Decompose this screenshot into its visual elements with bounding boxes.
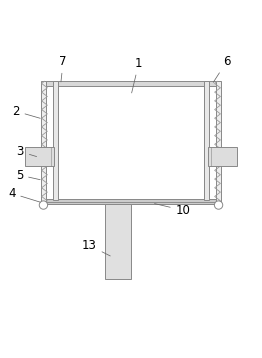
- Text: 5: 5: [16, 169, 40, 182]
- Bar: [204, 81, 209, 200]
- Bar: [25, 147, 54, 166]
- Bar: [58, 85, 204, 200]
- Text: 13: 13: [82, 239, 110, 256]
- Text: 2: 2: [12, 105, 40, 118]
- Bar: [53, 81, 58, 200]
- Bar: [41, 81, 46, 204]
- Bar: [105, 204, 131, 279]
- Bar: [46, 81, 216, 87]
- Bar: [216, 81, 221, 204]
- Bar: [208, 147, 237, 166]
- Text: 4: 4: [8, 187, 40, 202]
- Text: 7: 7: [59, 55, 67, 82]
- Text: 1: 1: [132, 57, 143, 93]
- Text: 6: 6: [213, 55, 231, 82]
- Bar: [46, 199, 216, 204]
- Circle shape: [39, 201, 48, 209]
- Text: 3: 3: [17, 145, 37, 158]
- Text: 10: 10: [155, 204, 190, 217]
- Circle shape: [214, 201, 223, 209]
